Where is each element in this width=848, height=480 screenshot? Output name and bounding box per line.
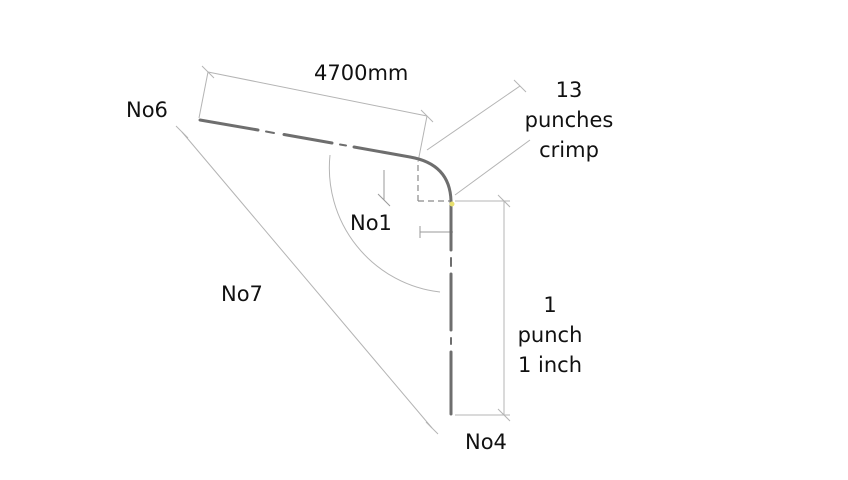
no4-label: No4 <box>465 430 507 454</box>
length-label: 4700mm <box>314 61 409 85</box>
tangent-marker <box>449 201 455 207</box>
construction-lines <box>417 165 452 202</box>
no6-label: No6 <box>126 98 168 122</box>
punch-note-size: 1 inch <box>517 353 583 377</box>
punch-note: 1 punch 1 inch <box>505 290 595 380</box>
dimension-length <box>198 65 434 163</box>
crimp-note-count: 13 <box>555 78 583 102</box>
no1-label: No1 <box>350 211 392 235</box>
dimension-vertical <box>455 194 511 422</box>
crimp-note-type: crimp <box>539 138 599 162</box>
crimp-note: 13 punches crimp <box>524 75 614 165</box>
dimension-diagonal <box>175 125 439 435</box>
tube-bend <box>408 155 453 203</box>
punch-note-unit: punch <box>517 323 583 347</box>
dimension-crimp <box>426 79 531 196</box>
no7-label: No7 <box>221 282 263 306</box>
tube-top-leg <box>198 118 412 159</box>
angle-arc <box>328 154 441 293</box>
bend-radius-marks <box>377 170 453 238</box>
punch-note-count: 1 <box>543 293 557 317</box>
crimp-note-unit: punches <box>524 108 614 132</box>
